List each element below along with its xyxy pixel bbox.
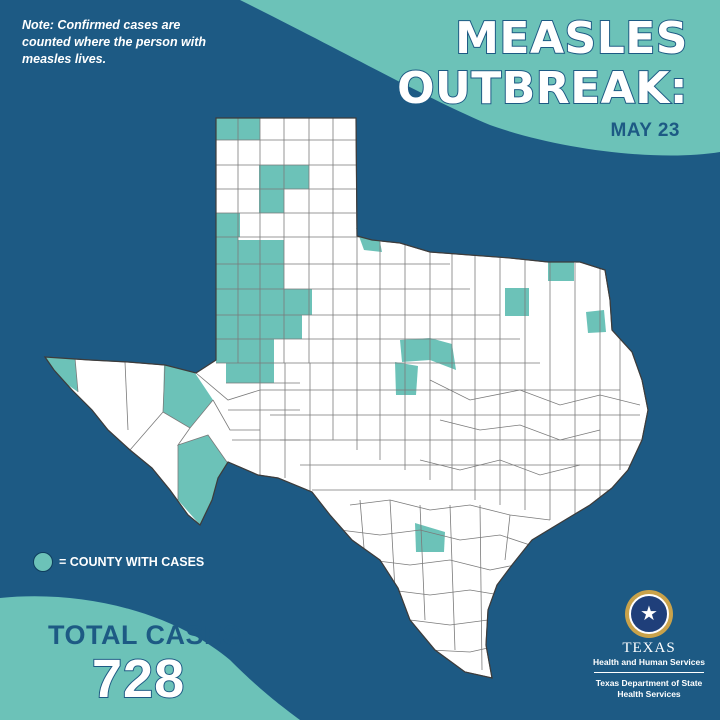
affected-counties [45,118,606,552]
logo-divider [594,672,704,673]
report-date: MAY 23 [610,120,680,141]
texas-star-seal-icon: ★ [625,590,673,638]
county-borders [74,118,645,671]
page-title: MEASLES OUTBREAK: [396,13,688,115]
logo-agency-sub: Health and Human Services [593,657,705,667]
total-band [0,596,300,720]
logo-department: Texas Department of State Health Service… [595,678,703,699]
agency-logo: ★ TEXAS Health and Human Services Texas … [584,590,714,700]
title-band [240,0,720,156]
map-legend: = COUNTY WITH CASES [33,552,204,572]
legend-label: = COUNTY WITH CASES [59,555,205,569]
total-cases-value: 728 [91,648,186,710]
title-line-1: MEASLES [454,13,688,65]
note-text: Note: Confirmed cases are counted where … [22,18,207,66]
title-line-2: OUTBREAK: [396,63,688,115]
teal-circle-icon [33,552,53,572]
total-cases-label: TOTAL CASES: [48,620,251,650]
logo-agency-name: TEXAS [622,640,676,656]
